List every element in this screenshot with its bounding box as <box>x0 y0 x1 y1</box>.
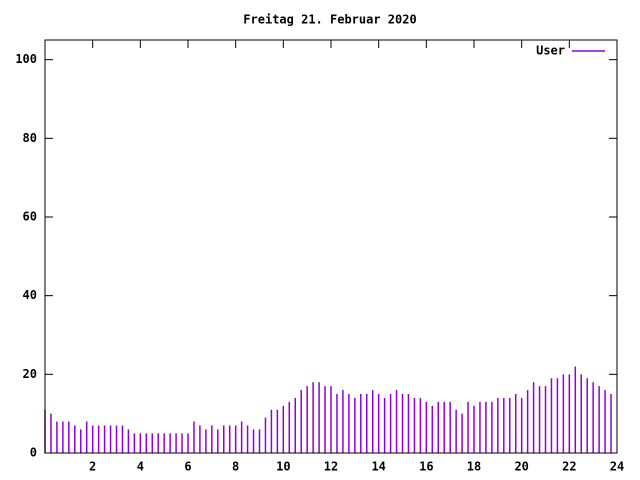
x-tick-label: 4 <box>137 460 144 474</box>
x-tick-label: 2 <box>89 460 96 474</box>
x-tick-label: 14 <box>371 460 385 474</box>
x-tick-label: 24 <box>610 460 624 474</box>
x-tick-label: 10 <box>276 460 290 474</box>
x-tick-label: 12 <box>324 460 338 474</box>
x-tick-label: 20 <box>514 460 528 474</box>
legend-label: User <box>536 44 565 58</box>
plot-border <box>44 39 618 454</box>
y-tick-label: 80 <box>23 131 37 145</box>
x-tick-label: 16 <box>419 460 433 474</box>
y-tick-label: 0 <box>30 446 37 460</box>
x-tick-label: 18 <box>467 460 481 474</box>
y-tick-label: 40 <box>23 288 37 302</box>
y-tick-label: 100 <box>15 52 37 66</box>
y-tick-label: 60 <box>23 210 37 224</box>
x-tick-label: 6 <box>184 460 191 474</box>
x-tick-label: 22 <box>562 460 576 474</box>
y-tick-label: 20 <box>23 367 37 381</box>
x-tick-label: 8 <box>232 460 239 474</box>
chart-title: Freitag 21. Februar 2020 <box>243 13 416 27</box>
